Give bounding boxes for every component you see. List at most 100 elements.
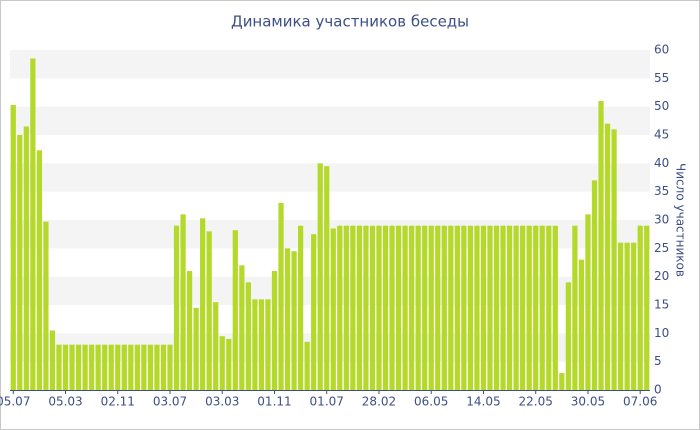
bar: [552, 225, 558, 390]
bar: [108, 344, 114, 390]
bar: [467, 225, 474, 390]
bar: [526, 225, 532, 390]
bar: [409, 225, 415, 390]
y-tick-label: 50: [654, 99, 669, 113]
bar: [539, 225, 545, 390]
bar: [441, 225, 447, 390]
bar: [200, 218, 206, 390]
bar: [147, 344, 154, 390]
y-tick-label: 25: [654, 241, 669, 255]
bar: [291, 251, 297, 390]
x-tick-label: 02.11: [101, 395, 135, 409]
bar: [637, 225, 643, 390]
bar: [506, 225, 513, 390]
bar: [578, 259, 585, 390]
bar: [82, 344, 88, 390]
bar: [435, 225, 441, 390]
bar: [23, 126, 29, 390]
bar: [618, 242, 624, 390]
bar: [546, 225, 552, 390]
bar: [565, 282, 571, 390]
x-tick-label: 30.05: [571, 395, 605, 409]
bar: [604, 123, 611, 391]
bar: [284, 248, 291, 390]
y-tick-label: 45: [654, 128, 669, 142]
bar: [343, 225, 349, 390]
x-tick-label: 01.07: [310, 395, 344, 409]
bar: [317, 163, 323, 390]
grid-stripe: [10, 163, 650, 192]
bar: [591, 180, 598, 390]
bar: [134, 344, 140, 390]
x-tick-label: 14.05: [466, 395, 500, 409]
bar: [56, 344, 62, 390]
bar: [330, 228, 336, 390]
x-tick-label: 03.07: [153, 395, 187, 409]
x-tick-label: 07.06: [623, 395, 657, 409]
bar: [559, 373, 565, 390]
bar: [213, 302, 219, 390]
bar: [95, 344, 101, 390]
y-tick-label: 5: [654, 354, 662, 368]
bar: [62, 344, 69, 390]
x-tick-label: 22.05: [519, 395, 553, 409]
x-tick-label: 28.02: [362, 395, 396, 409]
bar: [128, 344, 134, 390]
x-tick-label: 05.03: [48, 395, 82, 409]
bar: [160, 344, 167, 390]
grid-stripe: [10, 106, 650, 135]
bar: [49, 330, 56, 390]
bar: [363, 225, 369, 390]
bar: [395, 225, 402, 390]
bar: [278, 203, 284, 390]
bar: [271, 271, 278, 390]
bar: [324, 166, 330, 390]
chart-title: Динамика участников беседы: [231, 13, 469, 31]
bar: [350, 225, 356, 390]
bar: [239, 265, 245, 390]
bar: [167, 344, 173, 390]
y-tick-label: 60: [654, 43, 669, 57]
bar: [36, 150, 42, 390]
bar: [500, 225, 506, 390]
bar: [180, 214, 186, 390]
bar: [533, 225, 539, 390]
y-tick-label: 40: [654, 156, 669, 170]
bar: [474, 225, 480, 390]
bar: [520, 225, 526, 390]
bar: [631, 242, 637, 390]
bar: [304, 341, 310, 390]
bar: [572, 225, 578, 390]
bar: [226, 339, 232, 390]
bar: [193, 307, 199, 390]
bar: [376, 225, 382, 390]
bar: [337, 225, 343, 390]
bar: [369, 225, 376, 390]
bar: [480, 225, 487, 390]
bar: [298, 225, 304, 390]
y-tick-label: 55: [654, 71, 669, 85]
x-tick-label: 01.11: [257, 395, 291, 409]
bar: [43, 221, 49, 390]
bar: [624, 242, 630, 390]
x-tick-label: 05.07: [0, 395, 30, 409]
bar: [428, 225, 434, 390]
bar: [402, 225, 408, 390]
bar: [389, 225, 395, 390]
grid-stripe: [10, 50, 650, 79]
bar: [382, 225, 389, 390]
x-tick-label: 03.03: [205, 395, 239, 409]
bar: [115, 344, 121, 390]
bar: [611, 129, 617, 391]
bar: [356, 225, 362, 390]
bar: [585, 214, 591, 390]
y-tick-label: 35: [654, 184, 669, 198]
bar: [102, 344, 108, 390]
bar: [69, 344, 75, 390]
bar: [644, 225, 650, 390]
bar: [232, 230, 238, 390]
bar: [10, 104, 16, 390]
bar: [30, 58, 36, 390]
bar: [252, 299, 258, 390]
y-tick-label: 30: [654, 213, 669, 227]
